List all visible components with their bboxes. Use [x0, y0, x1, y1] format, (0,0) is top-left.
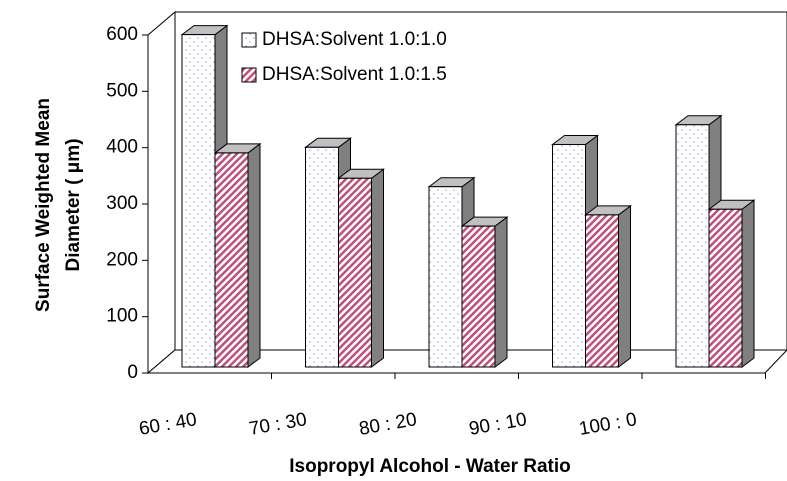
- left-wall: [147, 10, 176, 375]
- legend-label: DHSA:Solvent 1.0:1.5: [262, 64, 447, 85]
- x-tick-label: 80 : 20: [357, 409, 418, 440]
- bar: [708, 208, 743, 368]
- x-tick-label: 60 : 40: [137, 409, 198, 440]
- bar: [675, 124, 710, 368]
- y-tick-label: 500: [106, 80, 138, 101]
- bar: [214, 152, 249, 368]
- bar: [461, 225, 496, 368]
- bar: [305, 146, 339, 368]
- y-tick-label: 100: [106, 306, 138, 327]
- legend-label: DHSA:Solvent 1.0:1.0: [262, 29, 447, 50]
- bar: [338, 177, 372, 368]
- bar: [552, 143, 586, 368]
- legend-swatch: [241, 32, 257, 48]
- x-tick-label: 100 : 0: [577, 409, 638, 440]
- bar: [585, 214, 619, 368]
- y-tick-label: 400: [106, 137, 138, 158]
- y-tick-label: 300: [106, 193, 138, 214]
- bar-side: [741, 199, 755, 368]
- y-axis-title-line: Surface Weighted Mean: [33, 98, 54, 312]
- y-axis-title: Surface Weighted Mean Diameter ( μm): [33, 98, 84, 312]
- x-axis-title: Isopropyl Alcohol - Water Ratio: [289, 456, 571, 477]
- y-tick-label: 0: [127, 362, 138, 383]
- x-tick-label: 70 : 30: [247, 409, 308, 440]
- y-axis-title-line: Diameter ( μm): [63, 138, 84, 271]
- x-tick-label: 90 : 10: [467, 409, 528, 440]
- bar-side: [371, 168, 384, 368]
- bar: [181, 34, 216, 368]
- bar: [428, 186, 463, 368]
- y-tick-label: 200: [106, 249, 138, 270]
- bar-side: [618, 204, 631, 368]
- bar-side: [494, 216, 508, 368]
- y-tick-label: 600: [106, 24, 138, 45]
- bar-side: [247, 142, 261, 368]
- legend-swatch: [241, 67, 257, 83]
